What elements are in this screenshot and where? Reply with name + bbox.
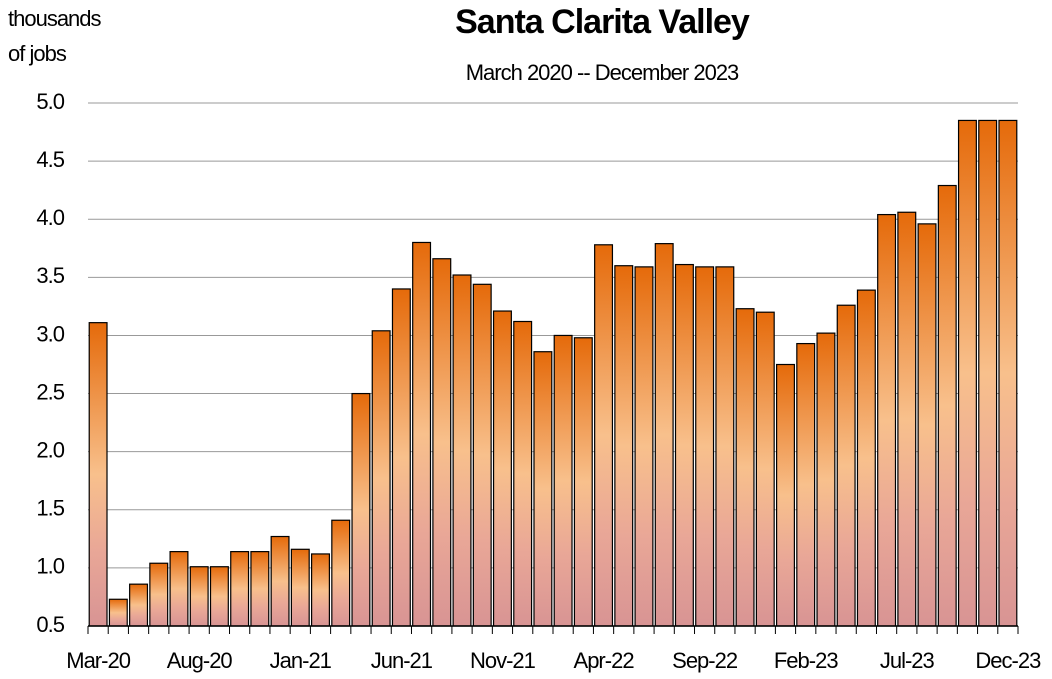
bar [634, 266, 654, 627]
bar [654, 243, 674, 627]
y-tick-label: 1.0 [36, 554, 64, 579]
bar [816, 332, 836, 627]
bar [695, 266, 715, 627]
bar [978, 119, 998, 627]
bar [614, 265, 634, 627]
bar [371, 330, 391, 627]
bar [957, 119, 977, 627]
bar [209, 566, 229, 627]
bar [674, 263, 694, 627]
y-tick-label: 1.5 [36, 496, 64, 521]
bar [776, 363, 795, 627]
x-tick-label: Dec-23 [975, 648, 1041, 673]
bar [149, 562, 169, 627]
bar [169, 551, 189, 627]
bar [836, 304, 856, 627]
bar [412, 241, 432, 627]
y-tick-label: 2.0 [36, 437, 64, 462]
bar [432, 258, 452, 627]
chart-title: Santa Clarita Valley [455, 3, 750, 41]
bar [492, 310, 512, 627]
bar [937, 184, 957, 627]
y-axis-label: thousands [8, 6, 102, 31]
bar [897, 211, 917, 627]
bar [533, 351, 553, 627]
y-axis-label: of jobs [8, 41, 67, 66]
bar [998, 119, 1018, 627]
bar [553, 334, 573, 627]
bar [755, 311, 775, 627]
y-tick-label: 3.5 [36, 263, 64, 288]
bar [108, 598, 128, 627]
x-tick-label: Jan-21 [270, 648, 332, 673]
bar [391, 288, 411, 627]
x-tick-label: Jun-21 [371, 648, 433, 673]
y-tick-label: 2.5 [36, 379, 64, 404]
bar [472, 283, 492, 627]
x-tick-label: Mar-20 [66, 648, 130, 673]
bar [230, 551, 250, 627]
y-tick-label: 5.0 [36, 89, 64, 114]
bar [735, 308, 755, 627]
x-tick-label: Jul-23 [880, 648, 935, 673]
bar [856, 289, 876, 627]
bar [351, 392, 371, 627]
bar [250, 551, 270, 627]
bar [189, 566, 209, 627]
x-tick-label: Apr-22 [574, 648, 635, 673]
bar [715, 266, 735, 627]
x-tick-label: Aug-20 [167, 648, 233, 673]
bar [573, 337, 593, 627]
y-tick-label: 3.0 [36, 321, 64, 346]
x-tick-label: Nov-21 [470, 648, 536, 673]
y-tick-label: 4.5 [36, 147, 64, 172]
bar [331, 519, 351, 627]
bar [796, 342, 816, 627]
bar [129, 583, 149, 627]
bar [594, 244, 614, 627]
bar [290, 548, 310, 627]
x-tick-label: Feb-23 [774, 648, 838, 673]
bar [917, 223, 937, 627]
x-tick-label: Sep-22 [672, 648, 738, 673]
y-tick-label: 0.5 [36, 612, 64, 637]
bar [452, 274, 472, 627]
bar [270, 535, 290, 627]
bar [877, 213, 897, 627]
bar [513, 320, 533, 627]
bar [311, 553, 330, 627]
y-tick-label: 4.0 [36, 205, 64, 230]
bar [88, 322, 108, 627]
chart-subtitle: March 2020 -- December 2023 [466, 60, 739, 85]
